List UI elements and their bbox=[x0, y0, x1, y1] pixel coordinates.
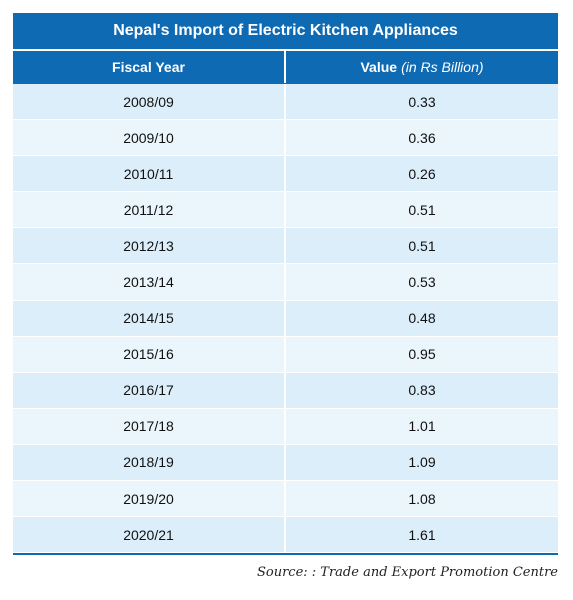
table-row: 2016/17 0.83 bbox=[13, 372, 558, 409]
cell-value: 1.08 bbox=[286, 481, 558, 518]
table-row: 2017/18 1.01 bbox=[13, 408, 558, 445]
table-row: 2013/14 0.53 bbox=[13, 264, 558, 301]
table-row: 2019/20 1.08 bbox=[13, 481, 558, 518]
table-bottom-rule bbox=[13, 553, 558, 556]
cell-fiscal-year: 2020/21 bbox=[13, 517, 286, 554]
table-title: Nepal's Import of Electric Kitchen Appli… bbox=[13, 13, 558, 51]
cell-fiscal-year: 2016/17 bbox=[13, 372, 286, 409]
table-row: 2018/19 1.09 bbox=[13, 444, 558, 482]
cell-fiscal-year: 2014/15 bbox=[13, 300, 286, 337]
cell-fiscal-year: 2018/19 bbox=[13, 444, 286, 482]
cell-value: 0.51 bbox=[286, 228, 558, 265]
table-body: 2008/09 0.33 2009/10 0.36 2010/11 0.26 2011/12… bbox=[13, 84, 558, 554]
table-row: 2014/15 0.48 bbox=[13, 300, 558, 337]
cell-fiscal-year: 2015/16 bbox=[13, 336, 286, 373]
header-value: Value (in Rs Billion) bbox=[286, 51, 558, 83]
cell-fiscal-year: 2013/14 bbox=[13, 264, 286, 301]
cell-fiscal-year: 2010/11 bbox=[13, 156, 286, 193]
cell-fiscal-year: 2011/12 bbox=[13, 192, 286, 229]
cell-value: 0.83 bbox=[286, 373, 558, 409]
cell-value: 0.36 bbox=[286, 120, 558, 157]
table-row: 2009/10 0.36 bbox=[13, 120, 558, 157]
import-table: Nepal's Import of Electric Kitchen Appli… bbox=[13, 13, 558, 556]
table-row: 2011/12 0.51 bbox=[13, 192, 558, 229]
header-value-unit: (in Rs Billion) bbox=[401, 59, 484, 75]
header-fiscal-year: Fiscal Year bbox=[13, 51, 286, 83]
table-row: 2012/13 0.51 bbox=[13, 228, 558, 265]
cell-value: 0.53 bbox=[286, 264, 558, 301]
table-row: 2020/21 1.61 bbox=[13, 517, 558, 554]
cell-value: 0.48 bbox=[286, 301, 558, 337]
cell-fiscal-year: 2017/18 bbox=[13, 408, 286, 445]
cell-value: 0.51 bbox=[286, 192, 558, 229]
table-row: 2008/09 0.33 bbox=[13, 84, 558, 121]
cell-value: 1.09 bbox=[286, 445, 558, 482]
cell-value: 1.01 bbox=[286, 409, 558, 445]
cell-value: 0.95 bbox=[286, 337, 558, 373]
cell-fiscal-year: 2012/13 bbox=[13, 228, 286, 265]
cell-fiscal-year: 2009/10 bbox=[13, 120, 286, 157]
table-row: 2010/11 0.26 bbox=[13, 156, 558, 193]
cell-value: 0.26 bbox=[286, 156, 558, 193]
cell-fiscal-year: 2019/20 bbox=[13, 481, 286, 518]
cell-value: 1.61 bbox=[286, 517, 558, 554]
cell-value: 0.33 bbox=[286, 84, 558, 121]
table-header-row: Fiscal Year Value (in Rs Billion) bbox=[13, 51, 558, 84]
cell-fiscal-year: 2008/09 bbox=[13, 84, 286, 121]
source-note: Source: : Trade and Export Promotion Cen… bbox=[256, 565, 558, 580]
table-row: 2015/16 0.95 bbox=[13, 336, 558, 373]
header-value-label: Value bbox=[360, 59, 398, 75]
